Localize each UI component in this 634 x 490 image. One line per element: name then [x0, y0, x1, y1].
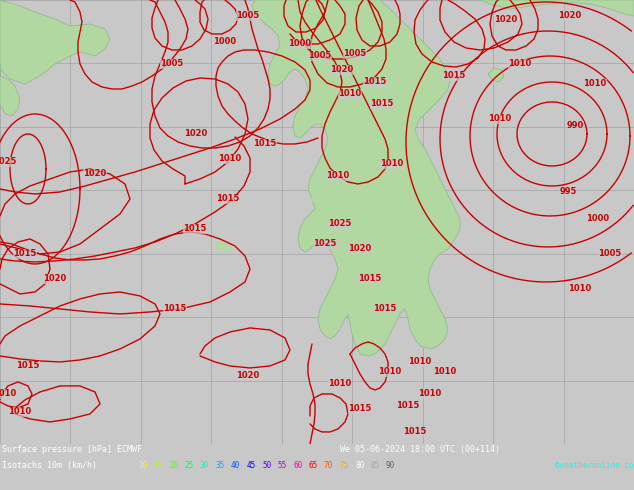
Text: 1010: 1010 [218, 154, 242, 164]
Text: 75: 75 [339, 461, 349, 470]
Text: 1020: 1020 [348, 245, 372, 253]
Text: 40: 40 [231, 461, 240, 470]
Text: 1010: 1010 [568, 285, 592, 294]
Text: 15: 15 [153, 461, 163, 470]
Polygon shape [488, 68, 504, 82]
Text: 20: 20 [169, 461, 178, 470]
Text: 1010: 1010 [488, 115, 512, 123]
Text: 1020: 1020 [236, 371, 260, 380]
Text: Surface pressure [hPa] ECMWF: Surface pressure [hPa] ECMWF [2, 445, 142, 454]
Text: 50: 50 [262, 461, 271, 470]
Text: 1020: 1020 [43, 274, 67, 283]
Text: 25: 25 [184, 461, 194, 470]
Text: 1010: 1010 [408, 357, 432, 367]
Text: 35: 35 [216, 461, 224, 470]
Polygon shape [0, 0, 110, 84]
Text: 1015: 1015 [358, 274, 382, 283]
Text: 1010: 1010 [583, 79, 607, 89]
Text: 1020: 1020 [84, 170, 107, 178]
Text: 1015: 1015 [216, 195, 240, 203]
Circle shape [317, 211, 323, 217]
Text: 1015: 1015 [164, 304, 186, 314]
Text: 1010: 1010 [339, 90, 361, 98]
Text: 1015: 1015 [396, 401, 420, 411]
Text: 1015: 1015 [403, 427, 427, 437]
Text: We 05-06-2024 18:00 UTC (00+114): We 05-06-2024 18:00 UTC (00+114) [340, 445, 500, 454]
Text: 1015: 1015 [363, 77, 387, 87]
Text: 1005: 1005 [344, 49, 366, 58]
Text: 65: 65 [309, 461, 318, 470]
Text: 1015: 1015 [370, 99, 394, 108]
Text: 1015: 1015 [373, 304, 397, 314]
Text: 1010: 1010 [8, 408, 32, 416]
Text: 70: 70 [324, 461, 333, 470]
Text: 90: 90 [386, 461, 395, 470]
Text: 990: 990 [566, 122, 584, 130]
Text: 1020: 1020 [330, 66, 354, 74]
Circle shape [223, 245, 229, 251]
Text: 1000: 1000 [214, 38, 236, 47]
Text: ©weatheronline.co.uk: ©weatheronline.co.uk [555, 461, 634, 470]
Text: 1025: 1025 [328, 220, 352, 228]
Polygon shape [0, 64, 20, 116]
Text: 1015: 1015 [443, 72, 466, 80]
Text: 45: 45 [247, 461, 256, 470]
Text: 1015: 1015 [348, 404, 372, 414]
Text: 1010: 1010 [434, 368, 456, 376]
Text: 1005: 1005 [236, 11, 260, 21]
Text: 1020: 1020 [559, 11, 581, 21]
Circle shape [228, 248, 232, 252]
Text: 1020: 1020 [184, 129, 207, 139]
Text: 30: 30 [200, 461, 209, 470]
Text: 995: 995 [559, 188, 577, 196]
Text: 1000: 1000 [586, 215, 609, 223]
Text: 1025: 1025 [313, 240, 337, 248]
Text: 1010: 1010 [0, 390, 16, 398]
Circle shape [216, 242, 224, 250]
Text: 85: 85 [370, 461, 380, 470]
Polygon shape [480, 0, 634, 16]
Text: 1010: 1010 [508, 59, 532, 69]
Text: Isotachs 10m (km/h): Isotachs 10m (km/h) [2, 461, 97, 470]
Text: 55: 55 [278, 461, 287, 470]
Text: 60: 60 [293, 461, 302, 470]
Text: 1020: 1020 [495, 16, 517, 24]
Text: 10: 10 [138, 461, 147, 470]
Text: 1015: 1015 [254, 140, 276, 148]
Circle shape [312, 196, 318, 202]
Text: 1025: 1025 [0, 157, 16, 167]
Text: 1010: 1010 [418, 390, 442, 398]
Text: 1005: 1005 [598, 249, 621, 258]
Text: 1010: 1010 [328, 379, 352, 389]
Polygon shape [252, 0, 460, 356]
Text: 1000: 1000 [288, 40, 311, 49]
Text: 1005: 1005 [160, 59, 184, 69]
Text: 80: 80 [355, 461, 365, 470]
Text: 1015: 1015 [183, 224, 207, 233]
Text: 1005: 1005 [308, 51, 332, 60]
Text: 1015: 1015 [13, 249, 37, 258]
Text: 1015: 1015 [16, 362, 40, 370]
Text: 1010: 1010 [327, 172, 349, 180]
Text: 1010: 1010 [378, 368, 401, 376]
Text: 1010: 1010 [380, 159, 404, 169]
